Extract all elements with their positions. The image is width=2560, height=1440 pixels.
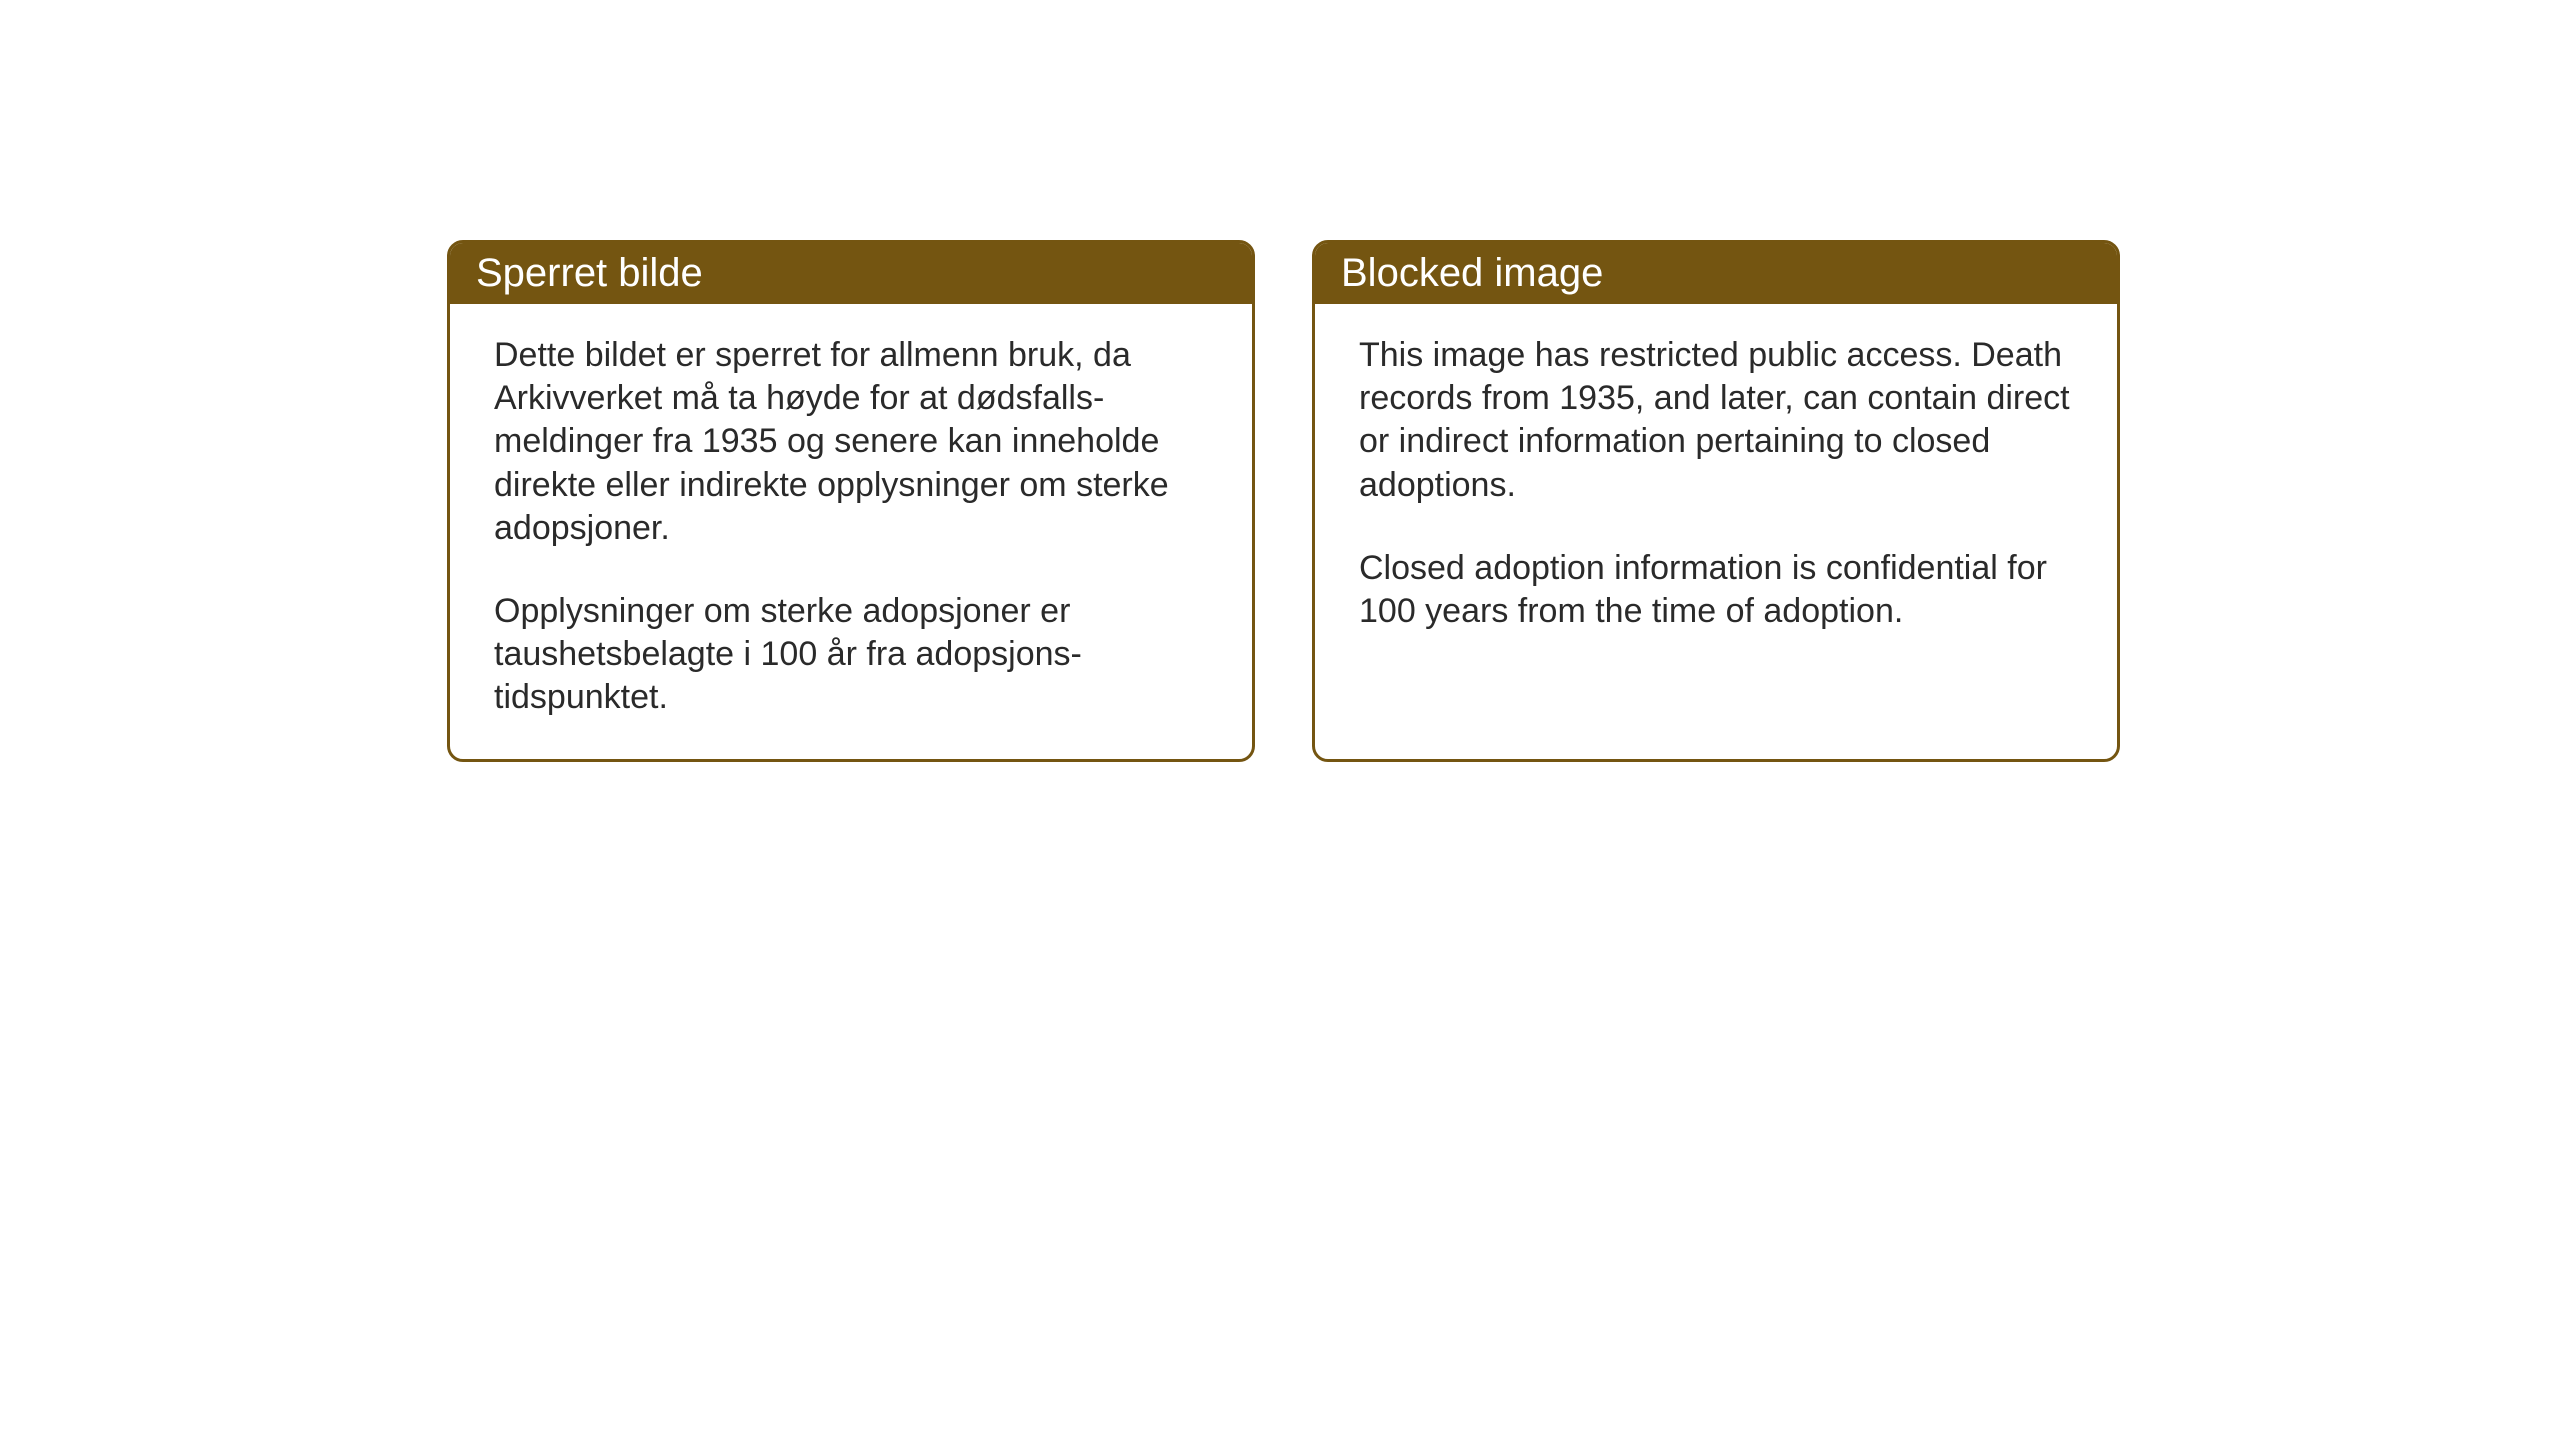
card-body-english: This image has restricted public access.…: [1315, 304, 2117, 673]
card-title-english: Blocked image: [1341, 251, 1603, 295]
notice-container: Sperret bilde Dette bildet er sperret fo…: [447, 240, 2120, 762]
card-header-norwegian: Sperret bilde: [450, 243, 1252, 304]
card-header-english: Blocked image: [1315, 243, 2117, 304]
notice-card-norwegian: Sperret bilde Dette bildet er sperret fo…: [447, 240, 1255, 762]
card-title-norwegian: Sperret bilde: [476, 251, 703, 295]
card-paragraph-english-1: This image has restricted public access.…: [1359, 334, 2073, 507]
card-paragraph-norwegian-2: Opplysninger om sterke adopsjoner er tau…: [494, 590, 1208, 720]
notice-card-english: Blocked image This image has restricted …: [1312, 240, 2120, 762]
card-body-norwegian: Dette bildet er sperret for allmenn bruk…: [450, 304, 1252, 759]
card-paragraph-norwegian-1: Dette bildet er sperret for allmenn bruk…: [494, 334, 1208, 550]
card-paragraph-english-2: Closed adoption information is confident…: [1359, 547, 2073, 633]
